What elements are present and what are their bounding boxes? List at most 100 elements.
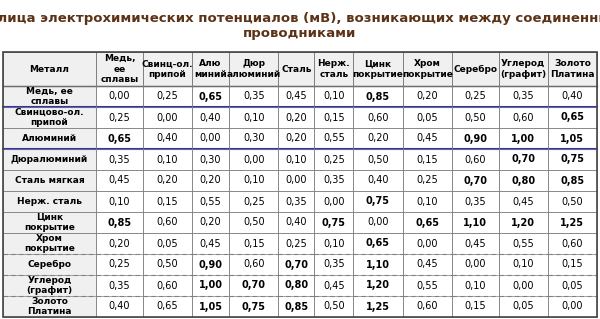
Text: 0,20: 0,20 (286, 133, 307, 144)
Text: 0,85: 0,85 (107, 218, 131, 227)
Text: 1,10: 1,10 (463, 218, 487, 227)
Text: 0,00: 0,00 (562, 301, 583, 311)
Text: 0,10: 0,10 (416, 197, 438, 206)
Bar (353, 107, 403, 128)
Bar (192, 233, 229, 254)
Text: 0,40: 0,40 (157, 133, 178, 144)
Bar (229, 170, 278, 191)
Bar (96, 296, 143, 317)
Text: 0,90: 0,90 (463, 133, 487, 144)
Text: 0,55: 0,55 (200, 197, 221, 206)
Bar (499, 275, 548, 296)
Bar (353, 275, 403, 296)
Text: 0,15: 0,15 (416, 154, 438, 165)
Bar (192, 212, 229, 233)
Bar (278, 275, 314, 296)
Text: 0,75: 0,75 (560, 154, 584, 165)
Bar (143, 107, 192, 128)
Text: 0,45: 0,45 (200, 239, 221, 249)
Bar (499, 149, 548, 170)
Text: 0,70: 0,70 (511, 154, 535, 165)
Text: 0,20: 0,20 (200, 218, 221, 227)
Bar (192, 128, 229, 149)
Bar (499, 107, 548, 128)
Bar (499, 86, 548, 107)
Bar (278, 233, 314, 254)
Bar (3, 86, 96, 107)
Bar (278, 107, 314, 128)
Text: 0,55: 0,55 (512, 239, 534, 249)
Text: 0,30: 0,30 (200, 154, 221, 165)
Text: 0,00: 0,00 (109, 92, 130, 101)
Text: 0,45: 0,45 (464, 239, 486, 249)
Bar (192, 275, 229, 296)
Text: 0,65: 0,65 (366, 239, 390, 249)
Text: 0,25: 0,25 (323, 154, 345, 165)
Bar (403, 296, 452, 317)
Text: 0,05: 0,05 (512, 301, 534, 311)
Bar (278, 254, 314, 275)
Bar (499, 254, 548, 275)
Bar (143, 254, 192, 275)
Bar (353, 86, 403, 107)
Bar (403, 233, 452, 254)
Bar (3, 296, 96, 317)
Text: 1,00: 1,00 (511, 133, 535, 144)
Bar (192, 170, 229, 191)
Text: Цинк
покрытие: Цинк покрытие (353, 59, 403, 79)
Text: 0,45: 0,45 (323, 280, 345, 291)
Bar (403, 170, 452, 191)
Text: 0,35: 0,35 (109, 280, 130, 291)
Bar (314, 52, 353, 86)
Text: 0,20: 0,20 (416, 92, 438, 101)
Text: 0,25: 0,25 (464, 92, 486, 101)
Text: Свинц-ол.
припой: Свинц-ол. припой (142, 59, 193, 79)
Text: 0,50: 0,50 (464, 113, 486, 122)
Text: 0,35: 0,35 (243, 92, 265, 101)
Text: 0,75: 0,75 (242, 301, 266, 311)
Bar (3, 191, 96, 212)
Bar (96, 128, 143, 149)
Text: 0,00: 0,00 (512, 280, 534, 291)
Text: 0,70: 0,70 (463, 175, 487, 186)
Bar (192, 254, 229, 275)
Bar (314, 296, 353, 317)
Bar (403, 275, 452, 296)
Bar (452, 275, 499, 296)
Text: 0,55: 0,55 (416, 280, 438, 291)
Text: 0,65: 0,65 (157, 301, 178, 311)
Bar (403, 149, 452, 170)
Bar (548, 296, 597, 317)
Bar (96, 212, 143, 233)
Bar (192, 86, 229, 107)
Bar (452, 86, 499, 107)
Bar (192, 52, 229, 86)
Bar (3, 149, 96, 170)
Text: 0,10: 0,10 (243, 113, 265, 122)
Bar (403, 254, 452, 275)
Bar (229, 128, 278, 149)
Bar (452, 170, 499, 191)
Bar (143, 86, 192, 107)
Text: 0,35: 0,35 (286, 197, 307, 206)
Text: 0,15: 0,15 (243, 239, 265, 249)
Bar (353, 233, 403, 254)
Bar (143, 275, 192, 296)
Bar (314, 212, 353, 233)
Text: 0,75: 0,75 (322, 218, 346, 227)
Text: 0,20: 0,20 (157, 175, 178, 186)
Bar (499, 296, 548, 317)
Text: Цинк
покрытие: Цинк покрытие (24, 213, 75, 232)
Text: 0,25: 0,25 (109, 259, 130, 270)
Text: 0,25: 0,25 (416, 175, 438, 186)
Text: Дюр
алюминий: Дюр алюминий (227, 59, 281, 79)
Bar (353, 191, 403, 212)
Bar (3, 170, 96, 191)
Bar (229, 52, 278, 86)
Text: 0,50: 0,50 (243, 218, 265, 227)
Bar (192, 107, 229, 128)
Bar (548, 233, 597, 254)
Text: 0,60: 0,60 (367, 113, 389, 122)
Bar (403, 107, 452, 128)
Text: 0,65: 0,65 (107, 133, 131, 144)
